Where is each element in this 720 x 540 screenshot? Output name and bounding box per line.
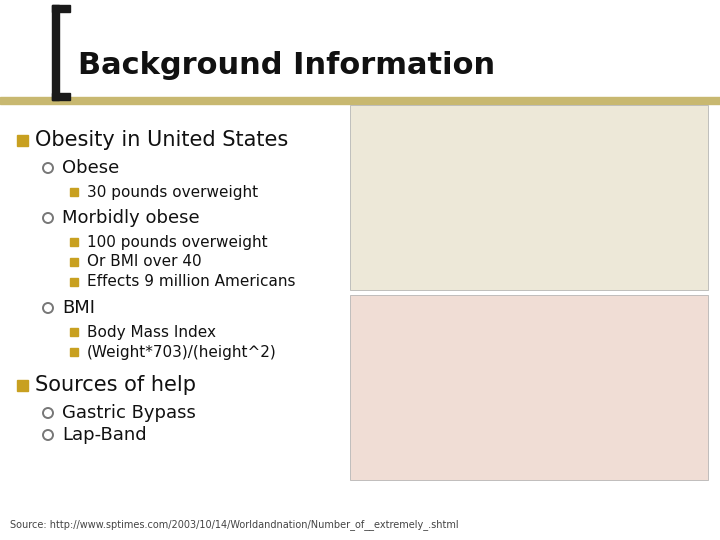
Text: Morbidly obese: Morbidly obese: [62, 209, 199, 227]
Text: Lap-Band: Lap-Band: [62, 426, 147, 444]
Bar: [350, 295, 708, 480]
Text: Background Information: Background Information: [78, 51, 495, 80]
Bar: [70, 348, 78, 356]
Bar: [52, 93, 70, 100]
Bar: [0, 97, 720, 104]
Bar: [52, 5, 70, 12]
Bar: [70, 188, 78, 196]
Text: Obesity in United States: Obesity in United States: [35, 130, 288, 150]
Bar: [52, 5, 59, 100]
Text: Effects 9 million Americans: Effects 9 million Americans: [87, 274, 295, 289]
Text: (Weight*703)/(height^2): (Weight*703)/(height^2): [87, 345, 276, 360]
Text: Source: http://www.sptimes.com/2003/10/14/Worldandnation/Number_of__extremely_.s: Source: http://www.sptimes.com/2003/10/1…: [10, 519, 459, 530]
Text: Body Mass Index: Body Mass Index: [87, 325, 216, 340]
Bar: [17, 134, 27, 145]
Bar: [70, 238, 78, 246]
Text: Sources of help: Sources of help: [35, 375, 196, 395]
Text: 100 pounds overweight: 100 pounds overweight: [87, 234, 268, 249]
Text: Gastric Bypass: Gastric Bypass: [62, 404, 196, 422]
Bar: [70, 328, 78, 336]
Bar: [350, 105, 708, 290]
Bar: [70, 278, 78, 286]
Text: 30 pounds overweight: 30 pounds overweight: [87, 185, 258, 199]
Text: Obese: Obese: [62, 159, 120, 177]
Bar: [70, 258, 78, 266]
Text: BMI: BMI: [62, 299, 95, 317]
Bar: [17, 380, 27, 390]
Text: Or BMI over 40: Or BMI over 40: [87, 254, 202, 269]
